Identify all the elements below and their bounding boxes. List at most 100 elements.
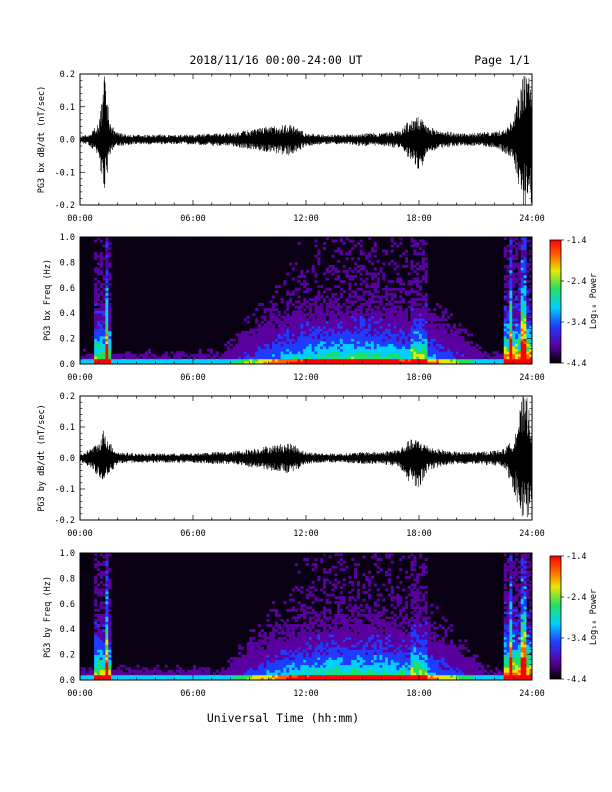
bx-freq-cell [455,346,459,350]
bx-freq-cell [385,358,389,362]
by-freq-cell [331,634,335,638]
by-freq-cell [356,591,360,594]
bx-freq-cell [441,346,445,350]
bx-freq-cell [402,318,406,322]
bx-freq-cell [435,356,440,360]
bx-freq-cell [325,330,329,334]
by-freq-cell [161,677,166,681]
bx-freq-cell [509,247,513,250]
bx-freq-colorbar-tick-label: -4.4 [566,359,586,369]
bx-freq-cell [419,292,423,296]
by-freq-cell [328,667,332,671]
by-freq-cell [85,674,89,678]
bx-freq-cell [472,361,476,365]
bx-freq-cell [94,346,98,350]
by-freq-cell [119,664,123,668]
bx-freq-cell [269,325,273,329]
by-freq-cell [238,652,242,655]
bx-freq-cell [300,282,304,286]
by-freq-cell [311,669,315,673]
bx-freq-cell [342,348,346,352]
bx-freq-cell [339,323,344,327]
bx-freq-cell [291,320,296,324]
bx-freq-cell [503,333,507,337]
by-freq-cell [373,667,377,671]
bx-freq-cell [170,361,174,365]
bx-freq-cell [96,254,101,258]
bx-freq-cell [450,361,454,365]
bx-freq-cell [345,320,349,324]
bx-freq-cell [351,303,355,306]
bx-freq-cell [385,315,389,319]
by-freq-cell [277,674,281,678]
by-freq-cell [342,601,346,605]
bx-freq-cell [125,358,129,362]
bx-freq-cell [252,341,256,344]
by-freq-cell [331,619,335,622]
bx-freq-cell [201,358,205,362]
bx-freq-cell [517,318,522,322]
by-freq-cell [263,659,267,663]
by-freq-cell [255,669,259,673]
by-freq-cell [308,659,312,663]
by-freq-cell [108,636,112,640]
by-freq-cell [334,553,338,556]
bx-freq-cell [362,356,366,360]
bx-freq-cell [348,346,352,350]
by-freq-cell [311,672,315,676]
bx-freq-cell [404,330,409,334]
bx-freq-cell [450,353,454,357]
bx-freq-cell [419,303,423,306]
bx-freq-cell [515,320,519,324]
bx-freq-cell [255,308,259,311]
bx-freq-cell [376,338,380,342]
bx-freq-cell [334,356,338,360]
by-freq-cell [294,664,298,668]
bx-freq-cell [450,336,454,339]
bx-freq-cell [274,333,279,337]
bx-freq-cell [421,318,425,322]
by-freq-cell [257,649,262,653]
bx-freq-cell [331,333,335,337]
bx-freq-cell [373,287,377,291]
by-freq-cell [226,677,231,681]
bx-freq-cell [393,305,397,309]
by-freq-cell [99,654,103,658]
by-freq-cell [362,631,366,635]
bx-freq-cell [421,338,425,342]
by-freq-cell [297,652,301,655]
bx-freq-cell [325,348,329,352]
bx-freq-cell [413,242,417,245]
bx-freq-cell [320,328,324,332]
bx-freq-cell [300,328,304,332]
bx-freq-cell [204,356,208,360]
bx-freq-cell [481,361,485,365]
by-freq-cell [99,639,103,643]
bx-freq-cell [105,346,109,350]
bx-freq-cell [128,358,132,362]
bx-freq-cell [260,346,264,350]
by-freq-cell [306,664,310,668]
by-freq-cell [286,649,290,653]
bx-freq-cell [410,310,414,314]
bx-freq-cell [85,361,89,365]
bx-freq-cell [249,346,253,350]
bx-freq-cell [257,328,262,332]
bx-freq-cell [427,328,431,332]
bx-freq-cell [153,353,157,357]
by-freq-cell [322,570,327,574]
by-freq-cell [362,598,366,602]
by-freq-cell [356,652,360,655]
by-freq-cell [317,639,321,643]
bx-freq-cell [390,336,394,339]
bx-freq-cell [322,242,327,245]
by-freq-cell [322,649,327,653]
by-freq-cell [345,613,349,617]
bx-freq-cell [331,303,335,306]
bx-freq-cell [399,318,403,322]
bx-freq-cell [359,239,363,243]
by-freq-cell [306,657,310,660]
by-freq-cell [94,553,98,556]
bx-freq-cell [308,297,312,301]
bx-freq-cell [523,308,527,311]
